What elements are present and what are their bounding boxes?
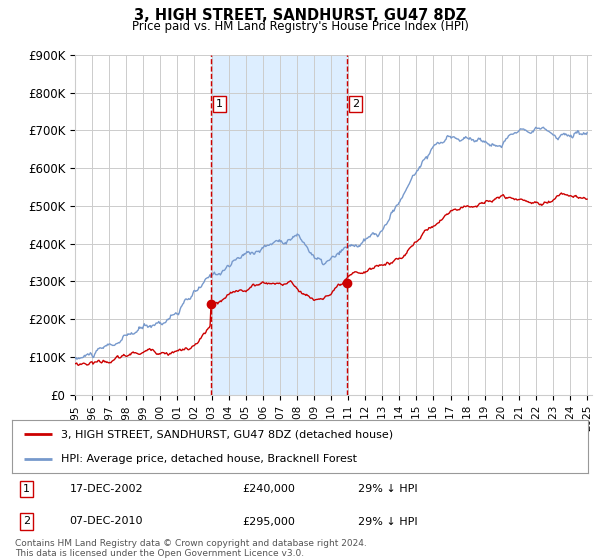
Text: 2: 2 — [23, 516, 30, 526]
Text: 2: 2 — [352, 99, 359, 109]
Text: HPI: Average price, detached house, Bracknell Forest: HPI: Average price, detached house, Brac… — [61, 454, 357, 464]
Text: £240,000: £240,000 — [242, 484, 295, 494]
Text: Contains HM Land Registry data © Crown copyright and database right 2024.
This d: Contains HM Land Registry data © Crown c… — [15, 539, 367, 558]
Bar — [211, 55, 347, 395]
Text: 3, HIGH STREET, SANDHURST, GU47 8DZ (detached house): 3, HIGH STREET, SANDHURST, GU47 8DZ (det… — [61, 430, 393, 440]
Text: 07-DEC-2010: 07-DEC-2010 — [70, 516, 143, 526]
Text: 1: 1 — [216, 99, 223, 109]
Text: 29% ↓ HPI: 29% ↓ HPI — [358, 484, 417, 494]
Text: 29% ↓ HPI: 29% ↓ HPI — [358, 516, 417, 526]
Text: 1: 1 — [23, 484, 30, 494]
Text: 3, HIGH STREET, SANDHURST, GU47 8DZ: 3, HIGH STREET, SANDHURST, GU47 8DZ — [134, 8, 466, 24]
Text: Price paid vs. HM Land Registry's House Price Index (HPI): Price paid vs. HM Land Registry's House … — [131, 20, 469, 32]
Text: £295,000: £295,000 — [242, 516, 295, 526]
Text: 17-DEC-2002: 17-DEC-2002 — [70, 484, 143, 494]
